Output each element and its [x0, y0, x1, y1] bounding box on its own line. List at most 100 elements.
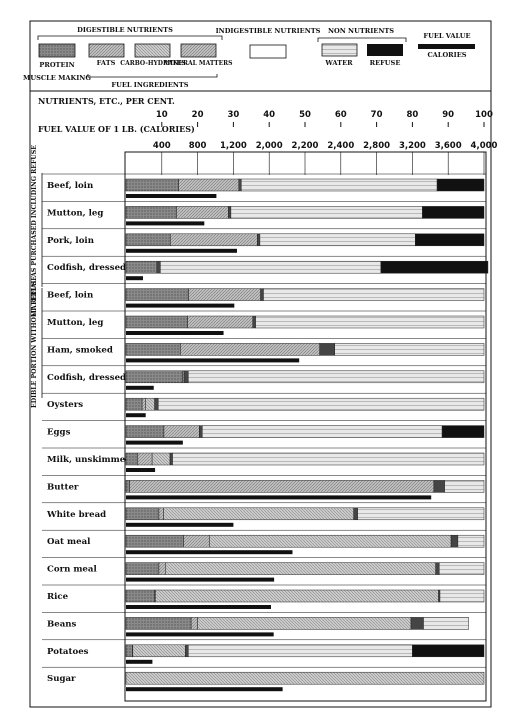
bar-segment-mineral: [410, 617, 424, 630]
legend-protein-label: PROTEIN: [39, 61, 74, 69]
fuel-tick-label: 2,800: [363, 141, 390, 151]
food-label: Ham, smoked: [47, 345, 113, 355]
legend: DIGESTIBLE NUTRIENTS PROTEIN FATS CARBO-…: [23, 26, 475, 89]
bar-segment-refuse: [380, 260, 489, 274]
legend-digestible-label: DIGESTIBLE NUTRIENTS: [77, 26, 173, 34]
bar-segment-refuse: [415, 233, 485, 247]
fuel-value-bar: [126, 687, 283, 692]
bar-segment-fats: [190, 617, 198, 630]
percent-tick-label: 30: [227, 110, 239, 120]
legend-mineral-label: MINERAL MATTERS: [163, 60, 232, 67]
fuel-tick-label: 4,000: [471, 141, 498, 151]
bar-segment-protein: [125, 589, 155, 603]
bar-segment-water: [188, 644, 413, 658]
fuel-ticks: 400 800 1,200 2,000 2,200 2,400 2,800 3,200 3,60…: [153, 141, 498, 151]
bar-segment-fats: [176, 206, 229, 219]
food-row: Codfish, dressed: [42, 255, 489, 281]
bar-segment-carbs: [145, 397, 155, 411]
bar-segment-mineral: [257, 233, 261, 247]
food-row: Ham, smoked: [42, 338, 486, 363]
bar-segment-carbs: [132, 644, 186, 658]
bar-segment-protein: [125, 288, 189, 301]
legend-digestible-bracket: [37, 35, 223, 40]
bar-segment-water: [263, 288, 485, 301]
food-label: Codfish, dressed: [47, 373, 126, 383]
percent-axis-label-line1: NUTRIENTS, ETC., PER CENT.: [38, 96, 175, 106]
percent-axis-label: NUTRIENTS, ETC., PER CENT.: [38, 96, 175, 106]
food-row: Potatoes: [42, 639, 486, 664]
fuel-value-bar: [126, 440, 183, 445]
legend-carbs-label: CARBO-HYDRATES: [120, 60, 185, 67]
bar-segment-carbs: [209, 534, 452, 548]
bar-segment-protein: [125, 206, 177, 219]
food-label: Beans: [47, 619, 77, 629]
food-row: Oat meal: [42, 529, 486, 555]
bar-segment-mineral: [353, 507, 358, 521]
legend-swatch-water: [321, 43, 358, 57]
bar-segment-water: [188, 370, 485, 384]
bar-segment-protein: [125, 480, 130, 493]
bar-segment-mineral: [433, 480, 445, 493]
group-edible-label: EDIBLE PORTION WITHOUT REFUSE: [31, 276, 38, 408]
fuel-value-bar: [126, 632, 274, 637]
food-label: Milk, unskimmed: [47, 455, 131, 465]
bar-segment-protein: [125, 507, 160, 521]
bar-segment-mineral: [435, 562, 440, 575]
bar-segment-mineral: [260, 288, 264, 301]
food-label: Mutton, leg: [47, 208, 103, 218]
fuel-tick-label: 400: [153, 141, 171, 151]
bar-segment-refuse: [422, 206, 485, 219]
bar-segment-water: [259, 233, 416, 247]
fuel-value-bar: [126, 659, 153, 664]
legend-swatch-fuel: [418, 44, 475, 49]
bar-segment-water: [241, 178, 438, 192]
percent-tick-label: 20: [192, 110, 204, 120]
percent-tick-label: 50: [299, 110, 311, 120]
fuel-value-bar: [126, 605, 271, 609]
bar-segment-mineral: [228, 206, 232, 219]
group-purchased-label: MATERIAL AS PURCHASED INCLUDING REFUSE: [31, 145, 38, 317]
food-row: Rice: [42, 584, 486, 609]
bar-segment-fats: [187, 315, 253, 329]
food-label: Sugar: [47, 674, 76, 684]
legend-fats-label: FATS: [97, 59, 116, 67]
percent-tick-label: 100: [475, 110, 493, 120]
percent-ticks: 10 20 30 40 50 60 70 80 90 100: [156, 110, 493, 127]
bar-segment-fats: [188, 288, 261, 301]
bar-segment-fats: [170, 233, 258, 247]
legend-swatch-fats: [88, 43, 125, 58]
fuel-value-bar: [126, 385, 154, 390]
bar-segment-protein: [125, 452, 139, 466]
food-row: Pork, loin: [42, 228, 486, 253]
food-label: Butter: [47, 482, 79, 492]
food-rows: Beef, loin Mutton, leg Pork, loin Codfish, …: [42, 173, 489, 692]
food-row: Eggs: [42, 420, 486, 445]
bar-segment-fats: [141, 397, 146, 411]
fuel-tick-label: 1,200: [220, 141, 247, 151]
bar-segment-water: [334, 343, 485, 356]
plot-area: [124, 151, 487, 702]
food-label: Corn meal: [47, 565, 97, 575]
fuel-value-bar: [126, 550, 293, 555]
bar-segment-fats: [183, 534, 210, 548]
bar-segment-mineral: [450, 534, 459, 548]
food-label: Potatoes: [47, 647, 89, 657]
food-row: Milk, unskimmed: [42, 447, 486, 472]
bar-segment-protein: [125, 534, 184, 548]
fuel-tick-label: 2,200: [292, 141, 319, 151]
bar-segment-mineral: [185, 644, 189, 658]
bar-segment-protein: [125, 260, 158, 274]
legend-indigestible-label: INDIGESTIBLE NUTRIENTS: [216, 27, 321, 35]
food-row: Butter: [42, 475, 486, 500]
bar-segment-carbs: [151, 452, 171, 466]
legend-fuel-value-label: FUEL VALUE: [423, 32, 470, 40]
food-label: Eggs: [47, 428, 71, 438]
bar-segment-carbs: [197, 617, 412, 630]
food-row: Mutton, leg: [42, 310, 486, 335]
bar-segment-refuse: [436, 178, 485, 192]
bar-segment-protein: [125, 178, 179, 192]
fuel-value-bar: [126, 331, 224, 335]
bar-segment-water: [444, 480, 485, 493]
legend-swatch-refuse: [367, 44, 403, 56]
bar-segment-protein: [125, 562, 160, 575]
